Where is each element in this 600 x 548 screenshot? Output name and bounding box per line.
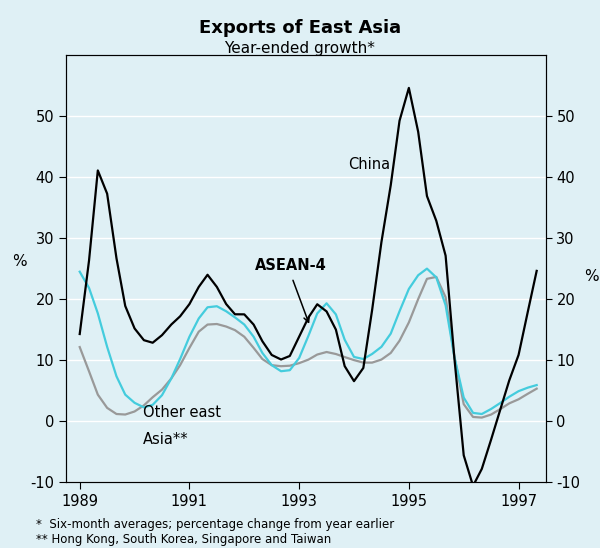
Text: China: China	[349, 157, 391, 172]
Text: ** Hong Kong, South Korea, Singapore and Taiwan: ** Hong Kong, South Korea, Singapore and…	[36, 533, 331, 546]
Text: ASEAN-4: ASEAN-4	[255, 258, 327, 273]
Text: Year-ended growth*: Year-ended growth*	[224, 41, 376, 56]
Text: Other east: Other east	[143, 404, 221, 420]
Text: Exports of East Asia: Exports of East Asia	[199, 19, 401, 37]
Y-axis label: %: %	[12, 254, 26, 269]
Text: Asia**: Asia**	[143, 432, 188, 447]
Y-axis label: %: %	[584, 269, 599, 283]
Text: *  Six-month averages; percentage change from year earlier: * Six-month averages; percentage change …	[36, 518, 394, 531]
